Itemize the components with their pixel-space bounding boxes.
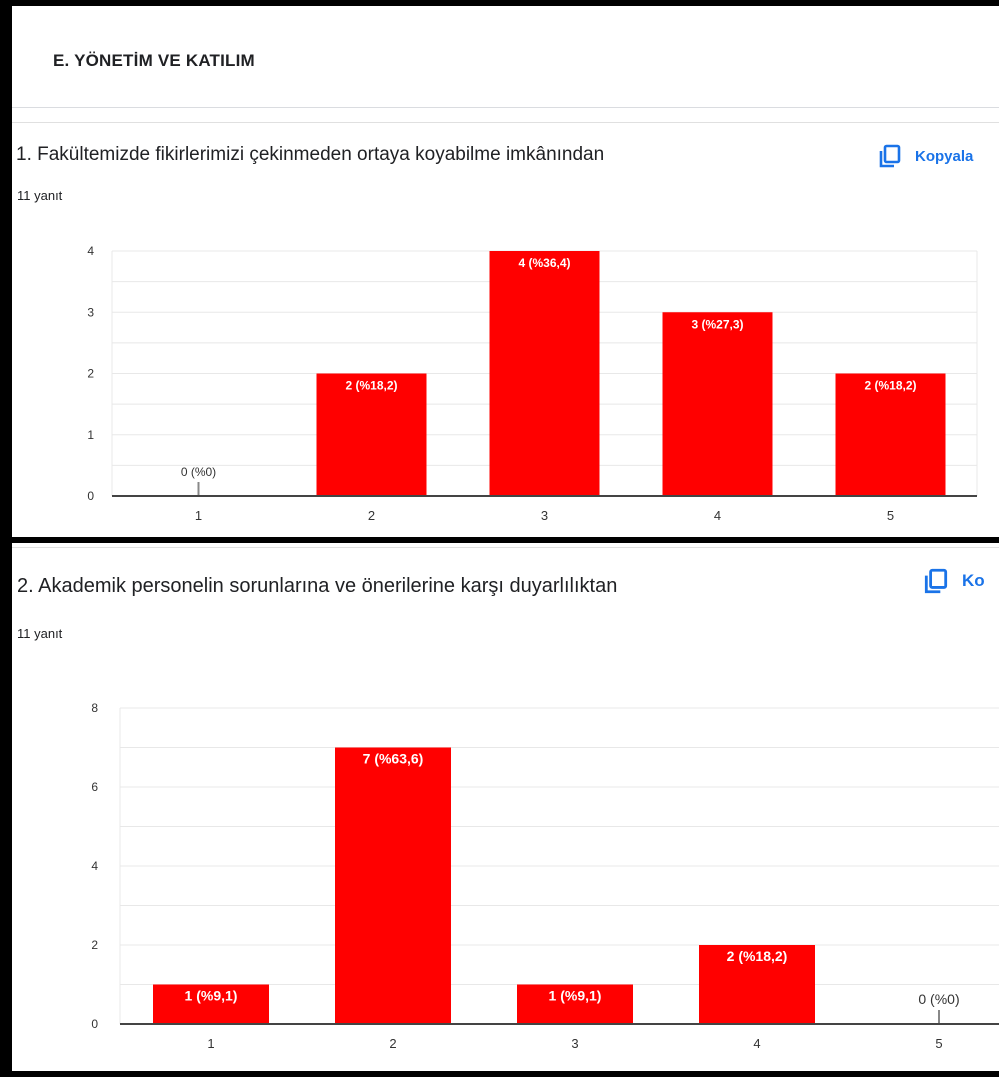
- y-tick-label: 3: [87, 305, 94, 319]
- copy-chart-button-2[interactable]: Ko: [922, 567, 985, 595]
- bar: [335, 747, 451, 1024]
- section-title: E. YÖNETİM VE KATILIM: [53, 51, 255, 70]
- x-tick-label: 2: [368, 508, 375, 523]
- copy-label: Ko: [962, 571, 985, 590]
- question-2-title: 2. Akademik personelin sorunlarına ve ön…: [17, 575, 618, 597]
- bar-data-label: 0 (%0): [181, 465, 216, 479]
- chart-2: 0 2 4 6 8 1 (%9,1) 1 7 (%63,6) 2 1 (%9,1) 3 2 (%18,…: [91, 701, 999, 1051]
- bar: [699, 945, 815, 1024]
- bar-data-label: 1 (%9,1): [185, 988, 238, 1004]
- question-1-response-count: 11 yanıt: [17, 188, 63, 203]
- top-panel: E. YÖNETİM VE KATILIM 1. Fakültemizde fi…: [12, 6, 999, 537]
- copy-icon: [924, 568, 948, 594]
- bar-data-label: 2 (%18,2): [864, 379, 916, 393]
- x-tick-label: 1: [195, 508, 202, 523]
- y-tick-label: 0: [91, 1017, 98, 1031]
- question-card-2: [12, 547, 999, 1071]
- x-tick-label: 3: [541, 508, 548, 523]
- y-tick-label: 6: [91, 780, 98, 794]
- x-tick-label: 5: [887, 508, 894, 523]
- question-1-title: 1. Fakültemizde fikirlerimizi çekinmeden…: [16, 144, 605, 165]
- copy-icon: [879, 144, 901, 168]
- x-tick-label: 3: [571, 1036, 578, 1051]
- question-2-response-count: 11 yanıt: [17, 626, 63, 641]
- bar: [489, 251, 600, 496]
- x-tick-label: 2: [389, 1036, 396, 1051]
- y-tick-label: 4: [87, 244, 94, 258]
- bar: [316, 373, 427, 496]
- bottom-panel: 2. Akademik personelin sorunlarına ve ön…: [12, 543, 999, 1071]
- x-tick-label: 1: [207, 1036, 214, 1051]
- section-card: E. YÖNETİM VE KATILIM: [12, 6, 999, 108]
- bar-data-label: 1 (%9,1): [549, 988, 602, 1004]
- y-tick-label: 2: [91, 938, 98, 952]
- bar: [153, 984, 269, 1024]
- bar-data-label: 4 (%36,4): [518, 256, 570, 270]
- bar: [517, 984, 633, 1024]
- copy-chart-button-1[interactable]: Kopyala: [877, 143, 973, 169]
- y-tick-label: 0: [87, 489, 94, 503]
- x-tick-label: 4: [714, 508, 721, 523]
- bar-data-label: 2 (%18,2): [345, 379, 397, 393]
- bar: [662, 312, 773, 496]
- x-tick-label: 5: [935, 1036, 942, 1051]
- bar: [835, 373, 946, 496]
- x-tick-label: 4: [753, 1036, 760, 1051]
- y-tick-label: 4: [91, 859, 98, 873]
- chart-1: 0 1 2 3 4 0 (%0) 1 2 (%18,2) 2 4 (%36,4) 3 3 (%27,3…: [87, 244, 978, 523]
- copy-label: Kopyala: [915, 147, 974, 165]
- y-tick-label: 8: [91, 701, 98, 715]
- bar-data-label: 0 (%0): [918, 991, 959, 1007]
- bar-data-label: 3 (%27,3): [691, 317, 743, 331]
- bar-data-label: 2 (%18,2): [727, 948, 788, 964]
- bar-data-label: 7 (%63,6): [363, 751, 424, 767]
- y-tick-label: 2: [87, 367, 94, 381]
- question-card-1: [12, 122, 999, 537]
- y-tick-label: 1: [87, 428, 94, 442]
